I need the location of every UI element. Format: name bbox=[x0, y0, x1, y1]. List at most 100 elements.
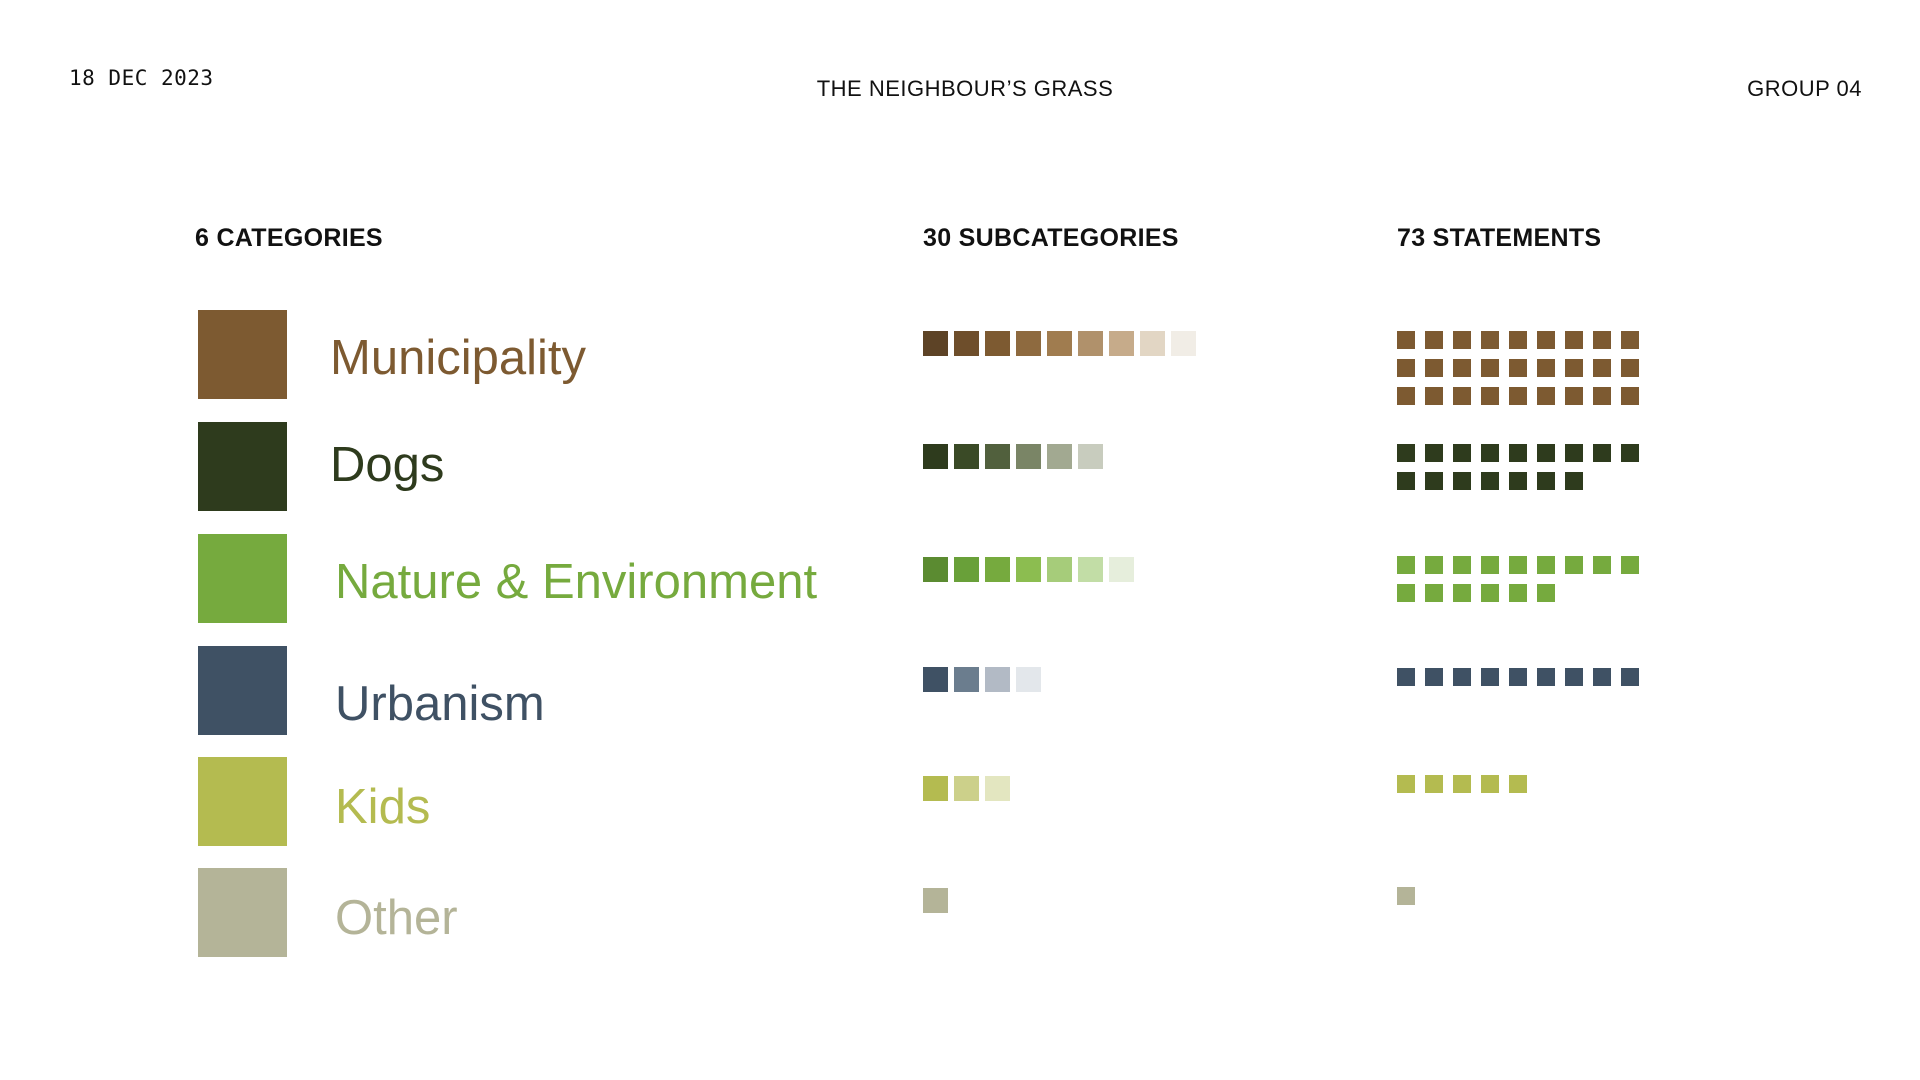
category-swatch bbox=[198, 646, 287, 735]
category-label: Other bbox=[335, 891, 458, 945]
subcategory-square bbox=[985, 331, 1010, 356]
subcategory-square bbox=[1109, 557, 1134, 582]
statement-square bbox=[1425, 444, 1443, 462]
subcategory-square bbox=[954, 557, 979, 582]
statement-square bbox=[1509, 775, 1527, 793]
subcategory-square bbox=[1016, 667, 1041, 692]
statement-square bbox=[1397, 775, 1415, 793]
statement-square bbox=[1397, 556, 1415, 574]
statements-heading: 73 STATEMENTS bbox=[1397, 224, 1602, 252]
subcategory-square bbox=[1078, 557, 1103, 582]
statement-square bbox=[1565, 444, 1583, 462]
subcategory-square bbox=[1016, 557, 1041, 582]
statement-grid bbox=[1397, 331, 1657, 405]
statement-square bbox=[1509, 387, 1527, 405]
statement-square bbox=[1593, 387, 1611, 405]
group-label: GROUP 04 bbox=[1747, 76, 1862, 101]
subcategory-square bbox=[954, 776, 979, 801]
subcategory-square bbox=[1047, 557, 1072, 582]
statement-square bbox=[1481, 331, 1499, 349]
statement-square bbox=[1537, 556, 1555, 574]
statement-square bbox=[1453, 472, 1471, 490]
statement-square bbox=[1481, 584, 1499, 602]
category-label: Municipality bbox=[330, 331, 586, 385]
statement-square bbox=[1453, 331, 1471, 349]
statement-square bbox=[1425, 359, 1443, 377]
statement-square bbox=[1621, 331, 1639, 349]
statement-square bbox=[1481, 775, 1499, 793]
category-label: Nature & Environment bbox=[335, 555, 818, 609]
subcategory-square bbox=[954, 667, 979, 692]
subcategory-square bbox=[985, 667, 1010, 692]
subcategory-square bbox=[1171, 331, 1196, 356]
category-row: Urbanism bbox=[0, 646, 1920, 736]
statement-square bbox=[1593, 668, 1611, 686]
statement-square bbox=[1481, 472, 1499, 490]
statement-grid bbox=[1397, 556, 1657, 602]
statement-square bbox=[1509, 444, 1527, 462]
statement-square bbox=[1593, 444, 1611, 462]
category-swatch bbox=[198, 868, 287, 957]
statement-square bbox=[1425, 472, 1443, 490]
subcategory-square bbox=[923, 888, 948, 913]
statement-square bbox=[1397, 359, 1415, 377]
statement-square bbox=[1593, 359, 1611, 377]
statement-square bbox=[1621, 359, 1639, 377]
statement-square bbox=[1593, 556, 1611, 574]
subcategory-strip bbox=[923, 667, 1041, 692]
categories-heading: 6 CATEGORIES bbox=[195, 224, 383, 252]
statement-square bbox=[1565, 387, 1583, 405]
subcategory-square bbox=[923, 667, 948, 692]
statement-square bbox=[1453, 359, 1471, 377]
subcategory-square bbox=[1109, 331, 1134, 356]
subcategory-square bbox=[923, 444, 948, 469]
subcategory-square bbox=[1078, 444, 1103, 469]
statement-square bbox=[1621, 556, 1639, 574]
category-swatch bbox=[198, 534, 287, 623]
category-row: Kids bbox=[0, 757, 1920, 847]
statement-square bbox=[1453, 584, 1471, 602]
statement-square bbox=[1537, 472, 1555, 490]
category-label: Urbanism bbox=[335, 677, 545, 731]
statement-square bbox=[1481, 556, 1499, 574]
subcategory-square bbox=[1016, 331, 1041, 356]
statement-square bbox=[1565, 668, 1583, 686]
statement-square bbox=[1509, 584, 1527, 602]
category-row: Dogs bbox=[0, 422, 1920, 512]
statement-square bbox=[1509, 359, 1527, 377]
statement-square bbox=[1537, 387, 1555, 405]
subcategory-strip bbox=[923, 776, 1010, 801]
statement-square bbox=[1425, 668, 1443, 686]
statement-square bbox=[1425, 584, 1443, 602]
category-row: Other bbox=[0, 868, 1920, 958]
statement-square bbox=[1397, 887, 1415, 905]
subcategory-strip bbox=[923, 557, 1134, 582]
subcategory-strip bbox=[923, 888, 948, 913]
statement-square bbox=[1537, 584, 1555, 602]
statement-square bbox=[1397, 472, 1415, 490]
statement-square bbox=[1621, 668, 1639, 686]
category-swatch bbox=[198, 422, 287, 511]
statement-square bbox=[1537, 444, 1555, 462]
statement-square bbox=[1537, 331, 1555, 349]
statement-square bbox=[1565, 331, 1583, 349]
statement-square bbox=[1425, 387, 1443, 405]
statement-square bbox=[1481, 387, 1499, 405]
subcategories-heading: 30 SUBCATEGORIES bbox=[923, 224, 1179, 252]
statement-square bbox=[1593, 331, 1611, 349]
statement-square bbox=[1565, 556, 1583, 574]
category-swatch bbox=[198, 310, 287, 399]
statement-square bbox=[1509, 472, 1527, 490]
subcategory-square bbox=[954, 444, 979, 469]
statement-square bbox=[1453, 668, 1471, 686]
subcategory-square bbox=[1047, 331, 1072, 356]
statement-square bbox=[1509, 331, 1527, 349]
category-label: Dogs bbox=[330, 438, 445, 492]
subcategory-square bbox=[985, 444, 1010, 469]
subcategory-square bbox=[1140, 331, 1165, 356]
statement-grid bbox=[1397, 444, 1657, 490]
subcategory-square bbox=[1016, 444, 1041, 469]
subcategory-strip bbox=[923, 444, 1103, 469]
statement-square bbox=[1397, 444, 1415, 462]
subcategory-square bbox=[1078, 331, 1103, 356]
